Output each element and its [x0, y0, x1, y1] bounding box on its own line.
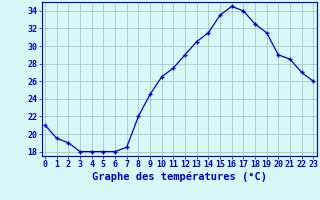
X-axis label: Graphe des températures (°C): Graphe des températures (°C) [92, 172, 267, 182]
